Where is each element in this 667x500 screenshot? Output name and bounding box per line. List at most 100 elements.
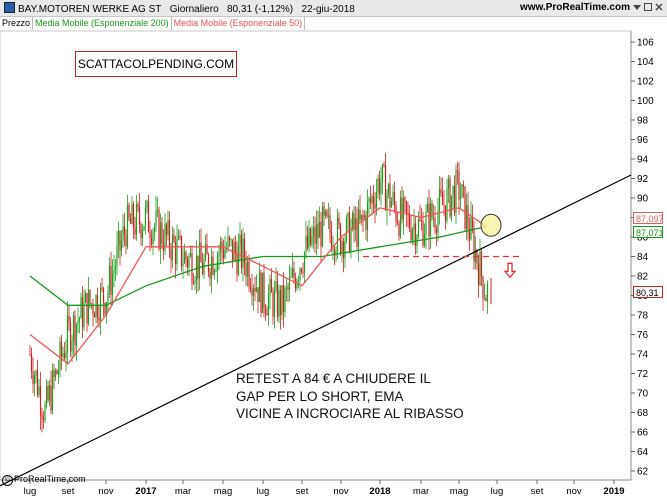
candle-body (297, 280, 300, 281)
candle-body (60, 341, 63, 357)
candle-body (338, 217, 340, 225)
candle-body (378, 178, 381, 195)
candle-body (98, 317, 100, 321)
candle-body (414, 223, 417, 247)
candle-body (330, 232, 333, 250)
candle-body (230, 239, 232, 241)
candle-body (165, 224, 168, 235)
candle-body (191, 253, 193, 283)
candle-body (131, 204, 133, 224)
candle-body (273, 289, 276, 317)
y-tick-label: 76 (637, 330, 649, 341)
candle-body (132, 204, 135, 229)
candle-body (30, 354, 33, 372)
candle-body (365, 215, 367, 231)
ema200-line (29, 225, 487, 306)
candle-body (432, 217, 435, 219)
candle-body (473, 229, 475, 262)
candle-body (249, 286, 252, 290)
candle-body (215, 270, 217, 272)
candle-body (377, 178, 379, 192)
candle-body (59, 341, 61, 371)
candle-body (345, 217, 348, 242)
candle-body (210, 256, 213, 279)
candle-body (90, 303, 93, 305)
dropdown-icon[interactable] (633, 3, 641, 11)
close-icon[interactable] (655, 3, 663, 11)
candle-body (111, 273, 114, 296)
copyright-icon: © (2, 475, 13, 486)
candle-body (455, 170, 457, 213)
candle-body (140, 224, 142, 239)
candle-body (458, 171, 460, 200)
candle-body (465, 205, 468, 229)
candle-body (180, 236, 183, 267)
candle-body (47, 386, 49, 401)
y-tick-label: 98 (637, 116, 649, 127)
candle-body (339, 224, 342, 254)
candle-body (177, 235, 180, 239)
candle-body (83, 302, 85, 328)
candle-body (122, 226, 124, 241)
candle-body (290, 276, 292, 278)
candle-body (80, 297, 82, 319)
candle-body (96, 295, 99, 318)
candle-body (399, 197, 402, 237)
period-label: Giornaliero (169, 4, 219, 15)
candle-body (182, 263, 184, 267)
candle-body (284, 288, 286, 313)
plot-area (0, 30, 632, 481)
site-url[interactable]: www.ProRealTime.com (519, 2, 630, 13)
candle-body (350, 228, 352, 252)
last-price-label: 80,31 (-1,12%) (226, 4, 294, 15)
candle-body (306, 235, 309, 249)
candle-body (393, 192, 396, 205)
candle-body (482, 276, 484, 299)
candle-body (270, 279, 273, 293)
candle-body (450, 195, 453, 217)
candle-body (53, 370, 55, 378)
candle-body (314, 227, 316, 244)
candle-body (66, 315, 69, 352)
candle-body (387, 183, 390, 194)
instrument-name: BAY.MOTOREN WERKE AG ST (18, 4, 162, 15)
candle-body (185, 252, 187, 260)
candle-body (176, 238, 178, 265)
candle-body (240, 234, 243, 268)
candle-body (410, 228, 412, 241)
candle-body (201, 262, 204, 275)
legend-ema200[interactable]: Media Mobile (Esponenziale 200) (33, 17, 172, 30)
candle-body (324, 210, 327, 216)
analysis-comment: RETEST A 84 € A CHIUDERE IL GAP PER LO S… (236, 371, 464, 421)
chart-icon (4, 2, 15, 13)
candle-body (477, 263, 480, 285)
candle-body (320, 221, 322, 247)
candle-body (203, 259, 205, 275)
candle-body (246, 261, 249, 277)
candle-body (128, 204, 130, 219)
candle-body (75, 323, 78, 346)
x-tick-label: lug (257, 486, 270, 497)
legend-ema50[interactable]: Media Mobile (Esponenziale 50) (172, 17, 306, 30)
x-tick-label: 2017 (135, 486, 156, 497)
candle-body (368, 198, 370, 202)
candle-body (285, 287, 288, 289)
candle-body (209, 272, 211, 279)
candle-body (383, 164, 385, 166)
x-tick-label: mar (175, 486, 191, 497)
x-tick-label: nov (98, 486, 114, 497)
candle-body (89, 289, 91, 304)
candle-body (321, 206, 324, 247)
candle-body (357, 209, 360, 247)
candle-body (279, 290, 282, 316)
candle-body (129, 218, 132, 224)
candle-body (288, 277, 291, 290)
legend-price[interactable]: Prezzo (0, 17, 34, 30)
candle-body (485, 297, 487, 302)
trendline (0, 174, 632, 487)
maximize-icon[interactable] (644, 3, 652, 11)
candle-body (440, 189, 442, 194)
candle-body (50, 385, 52, 411)
candle-body (422, 221, 424, 246)
